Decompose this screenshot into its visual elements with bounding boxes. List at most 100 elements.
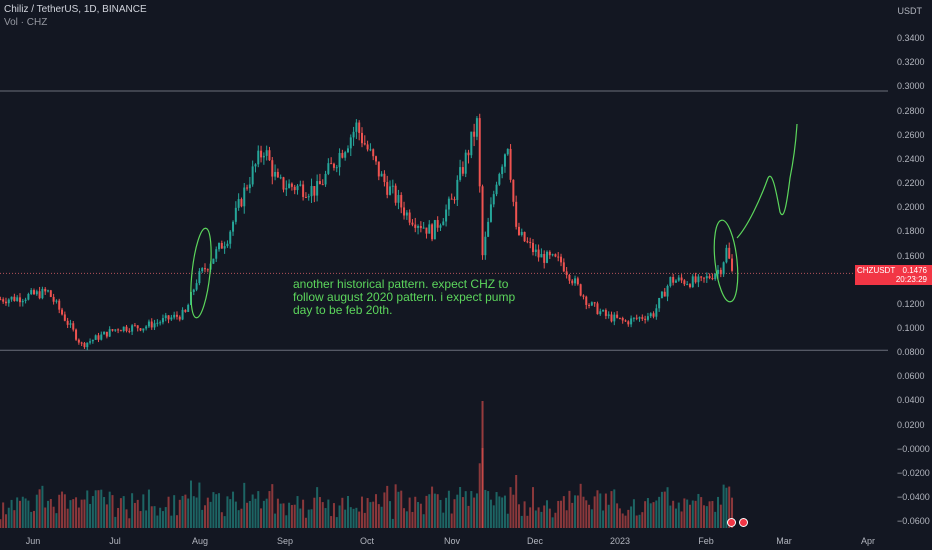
projection-path[interactable] — [736, 123, 798, 239]
price-tick-label: 0.0800 — [897, 347, 925, 357]
volume-bar — [548, 508, 551, 528]
candle-body — [10, 296, 13, 300]
candle-body — [147, 321, 150, 327]
candle-body — [47, 290, 50, 292]
candle-body — [226, 243, 229, 247]
volume-bar — [686, 499, 689, 528]
volume-bar — [655, 500, 658, 528]
candle-body — [728, 247, 731, 259]
candle-body — [156, 322, 159, 324]
candle-body — [234, 207, 237, 222]
volume-bar — [195, 497, 198, 528]
time-tick-label: 2023 — [610, 536, 630, 546]
highlight-ellipse[interactable] — [187, 227, 214, 319]
time-tick-label: Oct — [360, 536, 375, 546]
volume-legend[interactable]: Vol · CHZ — [4, 17, 48, 28]
volume-bar — [487, 491, 490, 528]
volume-bar — [489, 499, 492, 528]
volume-bar — [307, 509, 310, 528]
candle-body — [215, 249, 218, 259]
candle-body — [717, 269, 720, 274]
volume-bar — [335, 517, 338, 528]
volume-bar — [122, 496, 125, 528]
volume-bar — [103, 497, 106, 528]
volume-bar — [66, 508, 69, 528]
volume-bar — [588, 504, 591, 528]
volume-bar — [181, 495, 184, 528]
volume-bar — [220, 512, 223, 528]
candle-body — [503, 154, 506, 167]
volume-bar — [13, 510, 16, 528]
candle-body — [161, 318, 164, 323]
candle-body — [520, 231, 523, 235]
volume-bar — [557, 500, 560, 528]
candle-body — [529, 242, 532, 244]
candle-body — [352, 131, 355, 138]
candle-body — [201, 268, 204, 272]
candle-body — [349, 137, 352, 149]
volume-bar — [274, 513, 277, 528]
candle-body — [666, 285, 669, 297]
symbol-title[interactable]: Chiliz / TetherUS, 1D, BINANCE — [4, 4, 147, 15]
volume-bar — [546, 500, 549, 528]
candle-body — [52, 296, 55, 302]
candle-body — [596, 303, 599, 315]
volume-bar — [714, 511, 717, 528]
volume-bar — [167, 496, 170, 528]
candle-body — [475, 118, 478, 137]
candle-body — [366, 144, 369, 150]
price-tick-label: 0.1800 — [897, 226, 925, 236]
volume-bar — [212, 492, 215, 528]
highlight-ellipse[interactable] — [711, 219, 741, 303]
dividend-event-icon[interactable] — [739, 518, 748, 527]
candle-body — [372, 149, 375, 157]
candle-body — [304, 196, 307, 198]
candle-body — [568, 274, 571, 281]
candle-body — [321, 184, 324, 186]
volume-bar — [630, 506, 633, 528]
volume-bar — [150, 506, 153, 528]
candle-body — [576, 278, 579, 285]
volume-bar — [21, 496, 24, 528]
price-tick-label: 0.1600 — [897, 251, 925, 261]
candle-body — [271, 160, 274, 177]
candle-body — [551, 254, 554, 256]
volume-bar — [316, 487, 319, 528]
candle-body — [139, 328, 142, 331]
volume-bar — [414, 496, 417, 528]
candle-body — [534, 249, 537, 253]
candle-body — [30, 290, 33, 294]
candle-body — [607, 314, 610, 316]
volume-bar — [405, 511, 408, 528]
volume-bar — [94, 490, 97, 528]
volume-bar — [0, 519, 2, 528]
candle-body — [198, 271, 201, 284]
candle-body — [318, 181, 321, 185]
candle-body — [722, 262, 725, 275]
volume-bar — [389, 501, 392, 528]
volume-bar — [700, 497, 703, 528]
candle-body — [644, 318, 647, 320]
candle-body — [386, 182, 389, 195]
earnings-event-icon[interactable] — [727, 518, 736, 527]
candle-body — [302, 184, 305, 197]
volume-bar — [621, 513, 624, 528]
price-tick-label: 0.3000 — [897, 81, 925, 91]
volume-bar — [204, 505, 207, 528]
candle-body — [562, 262, 565, 272]
candle-body — [105, 331, 108, 337]
candle-body — [621, 318, 624, 321]
volume-bar — [153, 506, 156, 528]
volume-bar — [447, 490, 450, 528]
candle-body — [192, 289, 195, 292]
volume-bar — [635, 515, 638, 528]
candle-body — [725, 247, 728, 263]
volume-bar — [265, 498, 268, 528]
volume-bar — [366, 498, 369, 528]
volume-bar — [565, 510, 568, 528]
candle-body — [0, 299, 2, 301]
volume-bar — [198, 482, 201, 528]
candle-body — [248, 184, 251, 189]
candle-body — [445, 209, 448, 222]
